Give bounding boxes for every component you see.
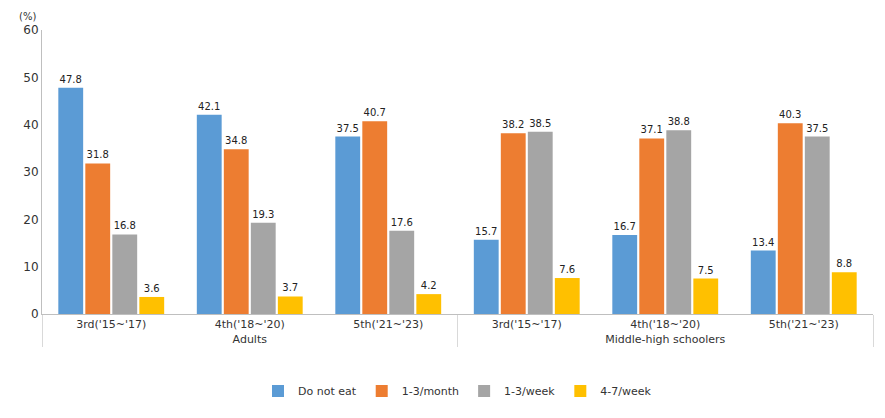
svg-text:60: 60 (23, 23, 38, 37)
svg-text:42.1: 42.1 (198, 101, 220, 112)
svg-text:16.8: 16.8 (114, 220, 136, 231)
svg-text:37.1: 37.1 (641, 124, 663, 135)
svg-text:38.8: 38.8 (668, 116, 690, 127)
svg-text:5th('21~'23): 5th('21~'23) (769, 318, 839, 331)
svg-text:16.7: 16.7 (614, 221, 636, 232)
svg-text:37.5: 37.5 (337, 123, 359, 134)
svg-text:4.2: 4.2 (421, 280, 437, 291)
svg-text:30: 30 (23, 165, 38, 179)
svg-text:40.7: 40.7 (364, 107, 386, 118)
svg-text:Adults: Adults (233, 333, 268, 346)
svg-text:Middle-high schoolers: Middle-high schoolers (605, 333, 725, 346)
svg-text:38.5: 38.5 (529, 118, 551, 129)
svg-text:4th('18~'20): 4th('18~'20) (630, 318, 700, 331)
svg-text:19.3: 19.3 (252, 209, 274, 220)
svg-text:15.7: 15.7 (475, 226, 497, 237)
svg-text:13.4: 13.4 (752, 237, 774, 248)
svg-text:37.5: 37.5 (806, 123, 828, 134)
svg-text:40: 40 (23, 118, 38, 132)
svg-text:3rd('15~'17): 3rd('15~'17) (492, 318, 562, 331)
svg-text:3.7: 3.7 (282, 282, 298, 293)
svg-text:1-3/week: 1-3/week (504, 385, 555, 398)
svg-text:Do not eat: Do not eat (298, 385, 357, 398)
svg-text:1-3/month: 1-3/month (402, 385, 459, 398)
svg-text:4th('18~'20): 4th('18~'20) (215, 318, 285, 331)
svg-text:17.6: 17.6 (391, 217, 413, 228)
svg-text:5th('21~'23): 5th('21~'23) (353, 318, 423, 331)
svg-text:50: 50 (23, 71, 38, 85)
svg-text:47.8: 47.8 (60, 74, 82, 85)
svg-text:38.2: 38.2 (502, 119, 524, 130)
svg-text:20: 20 (23, 213, 38, 227)
svg-text:7.5: 7.5 (698, 265, 714, 276)
svg-text:10: 10 (23, 260, 38, 274)
svg-text:4-7/week: 4-7/week (600, 385, 651, 398)
svg-text:34.8: 34.8 (225, 135, 247, 146)
svg-text:(%): (%) (19, 11, 36, 22)
svg-text:8.8: 8.8 (836, 258, 852, 269)
svg-text:3rd('15~'17): 3rd('15~'17) (76, 318, 146, 331)
svg-text:40.3: 40.3 (779, 109, 801, 120)
svg-text:31.8: 31.8 (87, 149, 109, 160)
svg-text:7.6: 7.6 (559, 264, 575, 275)
svg-text:0: 0 (31, 307, 39, 321)
svg-text:3.6: 3.6 (144, 283, 160, 294)
